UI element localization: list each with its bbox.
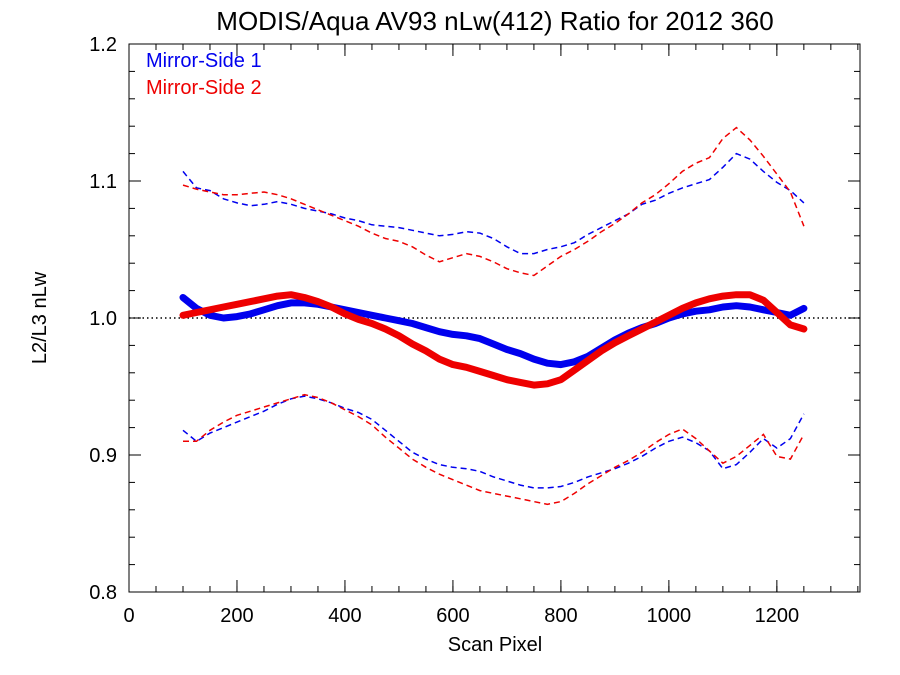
series-layer <box>179 126 808 506</box>
x-tick-label: 200 <box>220 605 253 627</box>
series-mirror-side-1-mean <box>179 294 808 369</box>
x-tick-label: 400 <box>328 605 361 627</box>
legend-entry-mirror-side-2: Mirror-Side 2 <box>146 77 262 99</box>
x-tick-label: 0 <box>123 605 134 627</box>
chart-title: MODIS/Aqua AV93 nLw(412) Ratio for 2012 … <box>216 6 773 36</box>
series-mirror-side-1-lower-bound <box>182 395 805 489</box>
x-tick-label: 1000 <box>647 605 692 627</box>
legend: Mirror-Side 1 Mirror-Side 2 <box>146 50 262 99</box>
y-axis-ticks: 0.8 0.9 1.0 1.1 1.2 <box>89 34 860 604</box>
series-mirror-side-2-lower-bound <box>183 393 805 506</box>
x-tick-label: 800 <box>544 605 577 627</box>
x-axis-ticks: 0 200 400 600 800 1000 1200 <box>123 44 859 627</box>
x-axis-label: Scan Pixel <box>448 634 543 656</box>
y-tick-label: 1.1 <box>89 171 117 193</box>
series-mirror-side-2-mean <box>179 291 808 389</box>
legend-entry-mirror-side-1: Mirror-Side 1 <box>146 50 262 72</box>
y-tick-label: 1.0 <box>89 308 117 330</box>
y-axis-label: L2/L3 nLw <box>29 271 51 364</box>
x-tick-label: 1200 <box>755 605 800 627</box>
y-tick-label: 0.8 <box>89 582 117 604</box>
y-tick-label: 1.2 <box>89 34 117 56</box>
x-tick-label: 600 <box>436 605 469 627</box>
series-mirror-side-1-upper-bound <box>182 152 805 255</box>
y-tick-label: 0.9 <box>89 445 117 467</box>
series-mirror-side-2-upper-bound <box>182 126 805 277</box>
